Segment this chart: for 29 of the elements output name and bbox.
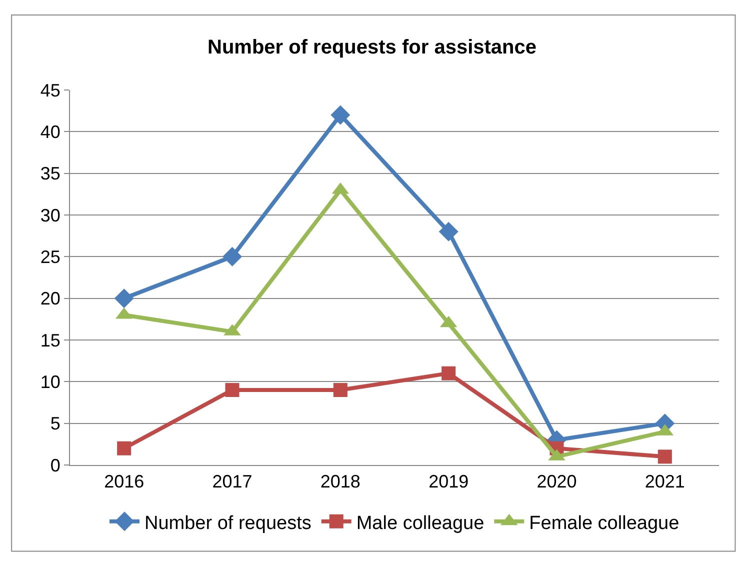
point [333,383,348,397]
point [442,366,456,380]
point [330,105,350,125]
y-tick-label: 45 [40,80,60,100]
point [117,441,132,456]
legend-label: Number of requests [144,512,312,534]
x-tick-label: 2019 [428,472,469,492]
point [438,222,458,242]
point [222,246,242,266]
point [225,383,240,397]
y-tick-label: 0 [50,455,60,476]
chart-title: Number of requests for assistance [208,36,536,59]
legend-label: Female colleague [529,512,680,534]
y-tick-label: 25 [40,246,60,267]
y-tick-label: 20 [40,288,60,309]
y-tick-label: 30 [40,205,60,226]
x-tick-label: 2017 [212,472,252,492]
x-tick-label: 2020 [536,472,577,492]
y-tick-label: 40 [40,122,60,142]
x-tick-label: 2018 [320,472,360,492]
point [658,450,672,464]
y-tick-label: 10 [40,372,60,392]
x-tick-label: 2021 [644,472,685,492]
legend-label: Male colleague [356,512,484,534]
y-tick-label: 15 [40,330,60,350]
y-tick-label: 5 [50,414,60,434]
y-tick-label: 35 [40,164,60,184]
x-tick-label: 2016 [104,472,144,492]
point [114,288,134,308]
